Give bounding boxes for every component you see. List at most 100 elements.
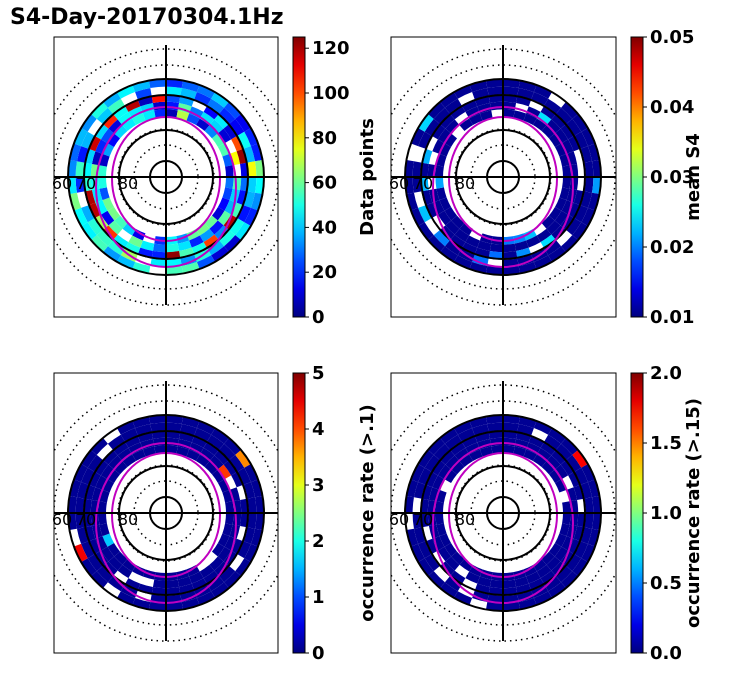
radial-tick-label: 60	[52, 510, 72, 529]
heatmap-cell	[73, 464, 88, 483]
heatmap-cell	[122, 222, 136, 236]
heatmap-cell	[517, 423, 534, 436]
colorbar-label: Data points	[357, 118, 378, 236]
heatmap-cell	[181, 597, 200, 610]
heatmap-cell	[117, 84, 136, 99]
colorbar-tick-label: 0.02	[650, 237, 694, 258]
heatmap-cell	[132, 228, 146, 241]
heatmap-cell	[523, 449, 537, 462]
heatmap-cell	[90, 101, 108, 119]
heatmap-cell	[102, 449, 118, 465]
heatmap-cell	[235, 114, 251, 132]
heatmap-cell	[243, 146, 256, 163]
heatmap-cell	[247, 161, 257, 177]
heatmap-cell	[237, 467, 251, 485]
heatmap-cell	[440, 246, 458, 262]
heatmap-cell	[68, 159, 77, 177]
heatmap-cell	[437, 128, 452, 144]
heatmap-cell	[418, 131, 432, 149]
radial-tick-label: 70	[76, 174, 96, 193]
heatmap-cell	[410, 543, 425, 562]
heatmap-cell	[224, 235, 242, 253]
heatmap-cell	[224, 571, 242, 589]
heatmap-cell	[196, 84, 215, 99]
heatmap-cell	[186, 564, 200, 577]
heatmap-cell	[523, 564, 537, 577]
heatmap-cell	[437, 546, 452, 562]
heatmap-cell	[214, 449, 230, 465]
heatmap-cell	[107, 543, 121, 557]
heatmap-cell	[217, 197, 230, 211]
colorbar-tick-label: 0.0	[650, 643, 682, 664]
heatmap-cell	[81, 131, 95, 149]
heatmap-cell	[418, 558, 434, 576]
heatmap-cell	[451, 215, 465, 229]
heatmap-cell	[413, 482, 426, 499]
heatmap-cell	[244, 128, 259, 147]
heatmap-cell	[536, 228, 552, 243]
heatmap-cell	[196, 591, 215, 606]
heatmap-cell	[154, 445, 166, 454]
heatmap-cell	[489, 243, 503, 253]
heatmap-cell	[98, 177, 107, 189]
heatmap-cell	[211, 543, 225, 557]
heatmap-cell	[472, 423, 489, 436]
heatmap-cell	[536, 564, 552, 579]
heatmap-cell	[166, 86, 182, 96]
colorbar	[630, 372, 644, 654]
heatmap-cell	[574, 205, 588, 223]
heatmap-cell	[75, 161, 85, 177]
heatmap-cell	[132, 113, 146, 126]
colorbar-tick-label: 0	[312, 307, 325, 328]
heatmap-cell	[69, 479, 82, 498]
heatmap-cell	[124, 578, 141, 591]
heatmap-cell	[514, 576, 529, 588]
heatmap-cell	[222, 187, 233, 201]
colorbar-tick-label: 40	[312, 217, 337, 238]
heatmap-cell	[587, 479, 600, 498]
heatmap-cell	[186, 113, 200, 126]
radial-tick-label: 80	[455, 174, 475, 193]
colorbar-tick-label: 0	[312, 643, 325, 664]
heatmap-cell	[88, 135, 101, 152]
heatmap-cell	[503, 266, 521, 275]
heatmap-cell	[581, 207, 596, 226]
heatmap-cell	[477, 576, 492, 588]
heatmap-cell	[247, 497, 257, 513]
heatmap-cell	[108, 220, 123, 235]
heatmap-cell	[562, 177, 571, 189]
heatmap-cell	[87, 554, 103, 572]
heatmap-cell	[405, 495, 414, 513]
heatmap-cell	[568, 135, 581, 152]
heatmap-cell	[465, 235, 480, 248]
radial-tick-label: 80	[118, 174, 138, 193]
heatmap-cell	[204, 125, 218, 139]
heatmap-cell	[412, 177, 422, 193]
heatmap-cell	[425, 202, 438, 219]
heatmap-cell	[561, 139, 574, 154]
heatmap-cell	[581, 464, 596, 483]
heatmap-cell	[554, 197, 567, 211]
heatmap-cell	[432, 139, 445, 154]
heatmap-cell	[561, 235, 579, 253]
heatmap-cell	[531, 92, 549, 106]
heatmap-cell	[554, 533, 567, 547]
colorbar-label: mean S4	[683, 133, 704, 221]
heatmap-cell	[196, 118, 210, 132]
heatmap-cell	[199, 447, 215, 462]
heatmap-cell	[540, 570, 557, 585]
heatmap-cell	[554, 464, 569, 480]
heatmap-cell	[203, 570, 220, 585]
heatmap-cell	[108, 455, 123, 470]
heatmap-cell	[432, 475, 445, 490]
heatmap-cell	[199, 111, 215, 126]
heatmap-cell	[517, 87, 534, 100]
colorbar-tick-label: 0.04	[650, 97, 694, 118]
heatmap-cell	[211, 207, 225, 221]
heatmap-cell	[154, 109, 166, 118]
heatmap-cell	[440, 428, 458, 444]
heatmap-cell	[489, 579, 503, 589]
heatmap-cell	[166, 445, 178, 454]
heatmap-cell	[424, 454, 440, 472]
